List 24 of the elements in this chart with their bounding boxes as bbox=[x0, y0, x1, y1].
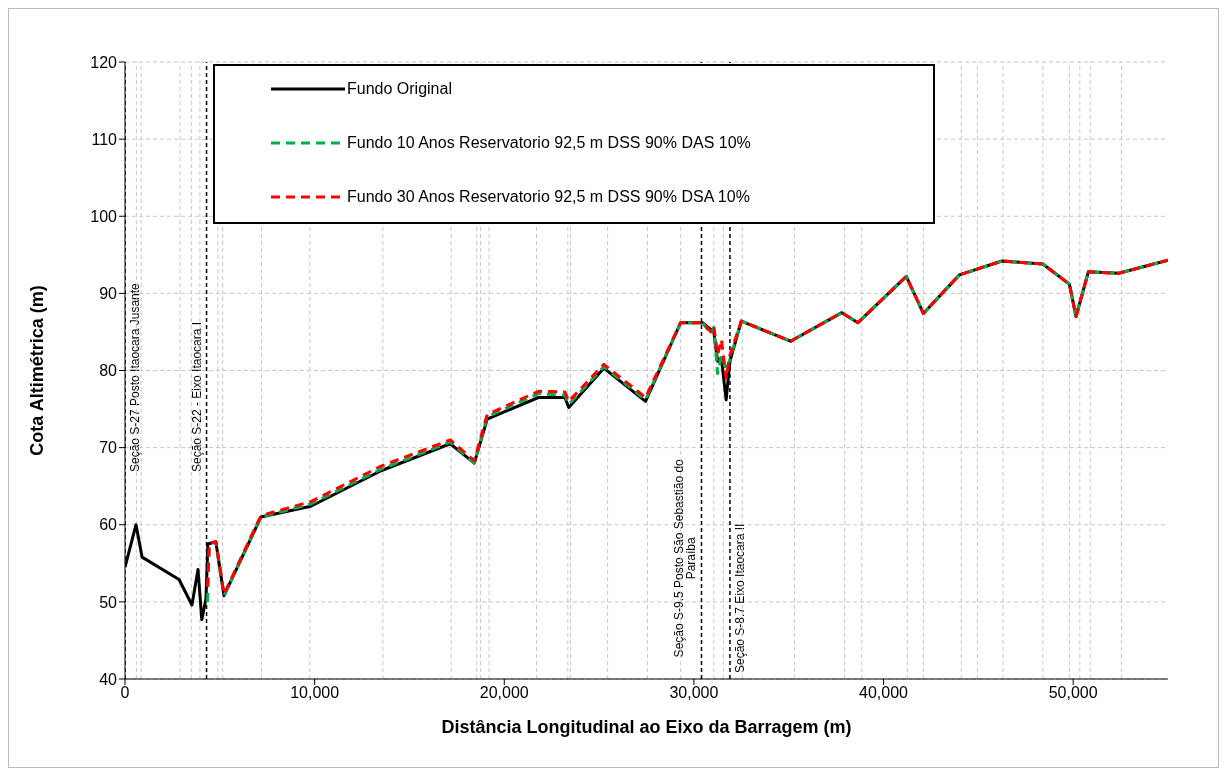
y-tick-label: 50 bbox=[99, 593, 118, 611]
x-axis-title: Distância Longitudinal ao Eixo da Barragem (m) bbox=[441, 717, 852, 737]
ref-line-label: Seção S-9.5 Posto São Sebastião do Paraíba bbox=[672, 458, 699, 658]
ref-line-label: Seção S-8.7 Eixo Itaocara II bbox=[732, 523, 747, 673]
x-tick-label: 0 bbox=[120, 684, 130, 702]
x-tick-label: 20,000 bbox=[479, 684, 529, 702]
y-tick-label: 120 bbox=[90, 53, 118, 71]
ref-line-label: Seção S-22 - Eixo Itaocara I bbox=[189, 321, 204, 472]
legend-label: Fundo 30 Anos Reservatorio 92,5 m DSS 90% DSA 10% bbox=[347, 188, 750, 206]
x-tick-label: 10,000 bbox=[290, 684, 340, 702]
legend-label: Fundo 10 Anos Reservatorio 92,5 m DSS 90% DAS 10% bbox=[347, 134, 751, 152]
x-tick-label: 50,000 bbox=[1048, 684, 1098, 702]
y-tick-label: 110 bbox=[91, 130, 118, 148]
y-tick-label: 100 bbox=[90, 207, 118, 225]
y-tick-label: 60 bbox=[99, 516, 118, 534]
y-tick-label: 70 bbox=[99, 439, 118, 457]
x-tick-label: 30,000 bbox=[669, 684, 719, 702]
y-tick-label: 40 bbox=[99, 670, 118, 688]
ref-line-label: Seção S-27 Posto Itaocara Jusante bbox=[128, 282, 142, 472]
legend-label: Fundo Original bbox=[347, 80, 452, 98]
y-tick-label: 80 bbox=[99, 362, 118, 380]
y-axis-title: Cota Altimétrica (m) bbox=[27, 285, 48, 456]
y-tick-label: 90 bbox=[99, 285, 118, 303]
x-tick-label: 40,000 bbox=[859, 684, 909, 702]
